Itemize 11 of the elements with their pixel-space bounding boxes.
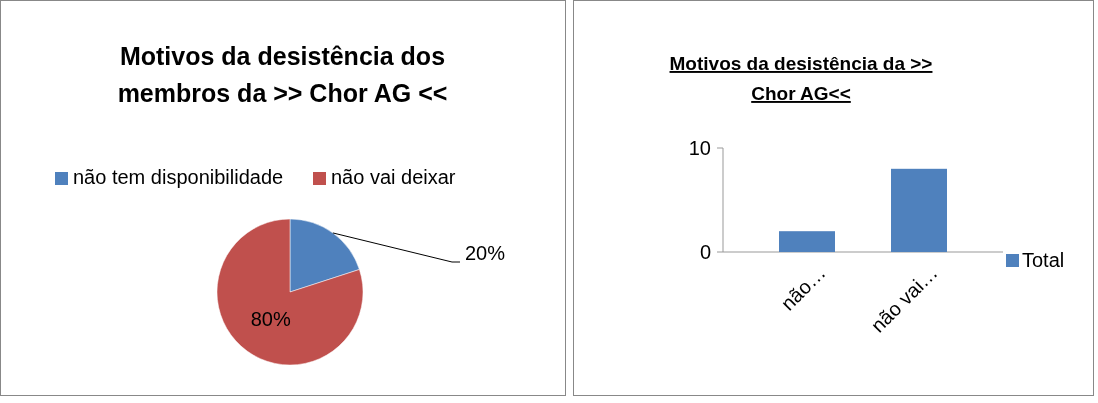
x-tick-label: não vai… — [866, 261, 942, 337]
data-label: 80% — [250, 307, 291, 330]
chart-title: Motivos da desistência dos membros da >> Chor AG << — [117, 42, 448, 107]
data-label: 20% — [465, 242, 506, 264]
legend-label: não vai deixar — [331, 166, 456, 188]
legend-label: não tem disponibilidade — [73, 166, 284, 188]
legend-label: Total — [1022, 249, 1065, 271]
y-tick-label: 0 — [699, 241, 711, 263]
pie-slice — [216, 218, 364, 366]
y-tick-label: 10 — [688, 137, 711, 159]
chart-title: Motivos da desistência da >> Chor AG<< — [669, 53, 933, 104]
